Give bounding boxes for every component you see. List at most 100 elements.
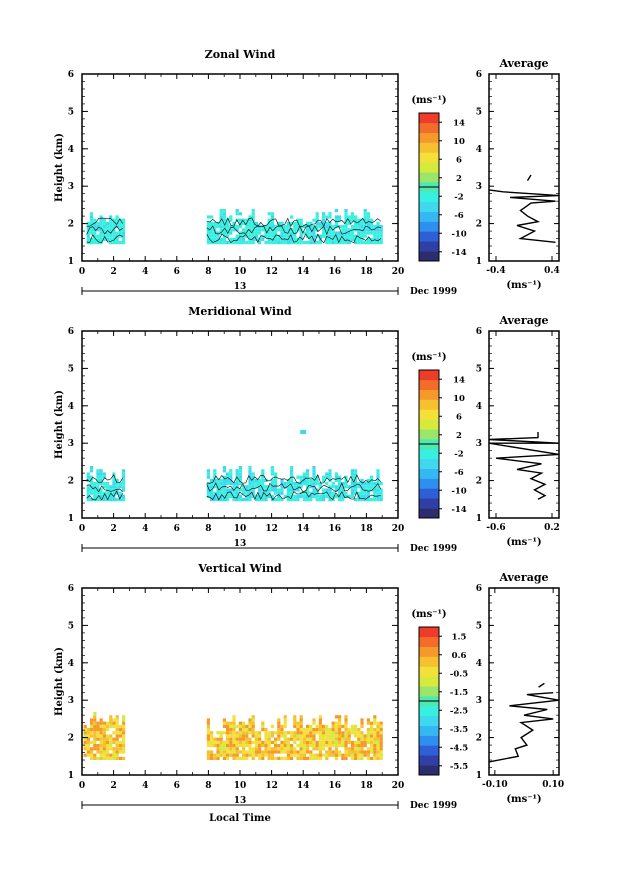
heatmap-cell [258,237,262,241]
heatmap-cell [341,241,345,245]
heatmap-cell [302,241,306,245]
heatmap-cell [341,740,345,744]
heatmap-cell [93,721,97,725]
heatmap-cell [251,241,255,245]
heatmap-cell [219,209,223,213]
heatmap-cell [232,756,236,760]
colorbar-tick-label: 10 [453,394,465,404]
heatmap-cell [322,231,326,235]
heatmap-cell [286,225,290,229]
heatmap-cell [344,494,348,498]
heatmap-cell [99,225,103,229]
heatmap-cell [90,718,94,722]
heatmap-cell [296,221,300,225]
heatmap-cell [112,218,116,222]
heatmap-cell [121,231,126,235]
heatmap-cell [251,478,255,482]
heatmap-cell [373,482,377,486]
colorbar-swatch [419,221,439,232]
heatmap-cell [102,234,106,238]
heatmap-cell [115,750,119,754]
heatmap-cell [235,209,239,213]
heatmap-cell [121,218,126,222]
heatmap-cell [379,491,383,495]
heatmap-cell [254,753,258,757]
heatmap-cell [226,740,230,744]
heatmap-cell [344,218,348,222]
heatmap-cell [379,756,383,760]
heatmap-cell [296,485,300,489]
heatmap-cell [325,237,329,241]
heatmap-cell [105,234,110,238]
heatmap-cell [354,478,358,482]
heatmap-cell [245,225,249,229]
heatmap-cell [366,478,370,482]
heatmap-cell [267,212,271,216]
heatmap-cell [379,737,383,741]
heatmap-cell [322,753,326,757]
heatmap-cell [216,744,220,748]
heatmap-cell [93,728,97,732]
heatmap-cell [328,241,332,245]
heatmap-cell [206,241,210,245]
heatmap-cell [264,225,268,229]
heatmap-cell [258,731,262,735]
heatmap-cell [232,747,236,751]
heatmap-cell [296,721,300,725]
heatmap-cell [299,485,303,489]
heatmap-cell [350,218,354,222]
heatmap-cell [322,734,326,738]
heatmap-cell [376,221,380,225]
heatmap-cell [341,753,345,757]
heatmap-cell [309,237,313,241]
heatmap-cell [296,728,300,732]
heatmap-cell [242,747,246,751]
x-tick-label: 10 [234,524,247,534]
heatmap-cell [373,234,377,238]
heatmap-cell [89,241,94,245]
colorbar-swatch [419,666,439,677]
heatmap-cell [245,241,249,245]
heatmap-cell [322,228,326,232]
heatmap-cell [109,747,113,751]
average-x-tick-label: 0.10 [542,780,564,790]
heatmap-cell [344,234,348,238]
heatmap-cell [318,740,322,744]
heatmap-cell [347,485,351,489]
x-tick-label: 4 [142,267,148,277]
heatmap-cell [328,228,332,232]
heatmap-cell [302,728,306,732]
heatmap-cell [106,724,110,728]
heatmap-cell [226,221,230,225]
heatmap-cell [222,215,226,219]
heatmap-cell [99,494,103,498]
heatmap-cell [213,478,217,482]
heatmap-cell [379,241,383,245]
heatmap-cell [290,466,294,470]
heatmap-cell [102,737,106,741]
heatmap-cell [261,498,265,502]
heatmap-cell [274,756,278,760]
heatmap-cell [99,753,103,757]
heatmap-cell [89,491,94,495]
heatmap-cell [325,744,329,748]
heatmap-cell [251,234,255,238]
heatmap-cell [325,231,329,235]
heatmap-cell [248,747,252,751]
colorbar-swatch [419,488,439,499]
heatmap-cell [322,488,326,492]
heatmap-cell [354,747,358,751]
heatmap-cell [96,728,100,732]
heatmap-cell [112,482,116,486]
heatmap-cell [238,488,242,492]
heatmap-cell [360,234,364,238]
heatmap-cell [315,228,319,232]
heatmap-cell [315,225,319,229]
heatmap-cell [248,740,252,744]
heatmap-cell [283,721,287,725]
heatmap-cell [312,747,316,751]
heatmap-cell [270,734,274,738]
heatmap-cell [347,731,351,735]
heatmap-cell [373,718,377,722]
heatmap-cell [341,744,345,748]
